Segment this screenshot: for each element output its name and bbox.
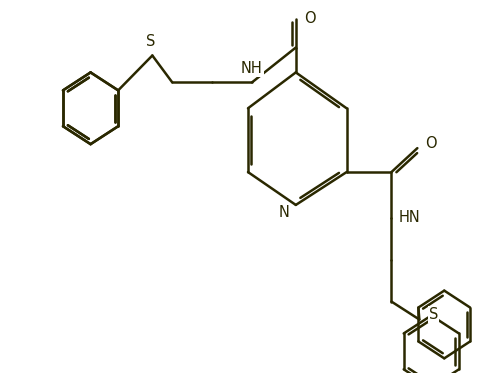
- Text: N: N: [278, 205, 289, 220]
- Text: O: O: [425, 136, 436, 151]
- Text: NH: NH: [241, 61, 263, 76]
- Text: HN: HN: [398, 211, 419, 226]
- Text: S: S: [145, 34, 155, 49]
- Text: O: O: [304, 11, 315, 26]
- Text: S: S: [428, 307, 437, 322]
